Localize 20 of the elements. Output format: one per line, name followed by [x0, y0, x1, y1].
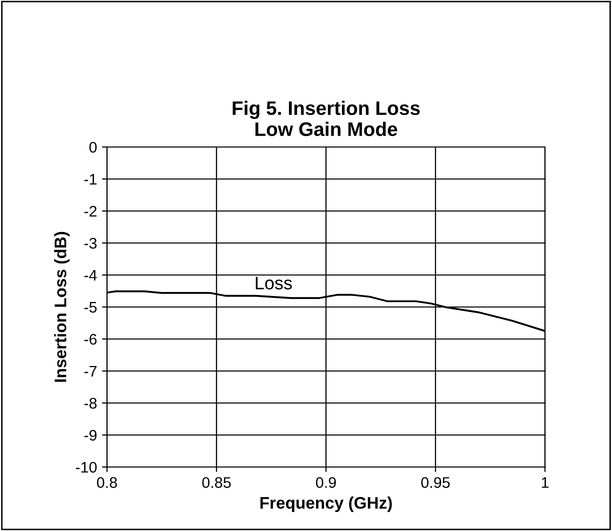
x-tick-label: 0.8	[96, 477, 117, 488]
y-tick-label: -8	[84, 398, 97, 409]
y-tick-label: -5	[84, 302, 97, 313]
y-tick-label: -1	[84, 174, 97, 185]
y-tick-label: -4	[84, 270, 97, 281]
x-tick-label: 0.85	[202, 477, 231, 488]
x-tick-label: 0.95	[421, 477, 450, 488]
series-label: Loss	[256, 276, 292, 290]
x-tick-label: 1	[542, 477, 549, 488]
y-tick-label: -9	[84, 430, 97, 441]
y-tick-label: -6	[84, 334, 97, 345]
chart-title: Fig 5. Insertion Loss Low Gain Mode	[232, 100, 420, 136]
y-tick-label: -10	[76, 462, 97, 473]
y-tick-label: -3	[84, 238, 97, 249]
y-tick-label: 0	[89, 142, 97, 153]
x-axis-title: Frequency (GHz)	[260, 496, 392, 512]
y-axis-title: Insertion Loss (dB)	[54, 232, 70, 382]
y-tick-label: -2	[84, 206, 97, 217]
y-tick-label: -7	[84, 366, 97, 377]
x-tick-label: 0.9	[316, 477, 336, 488]
